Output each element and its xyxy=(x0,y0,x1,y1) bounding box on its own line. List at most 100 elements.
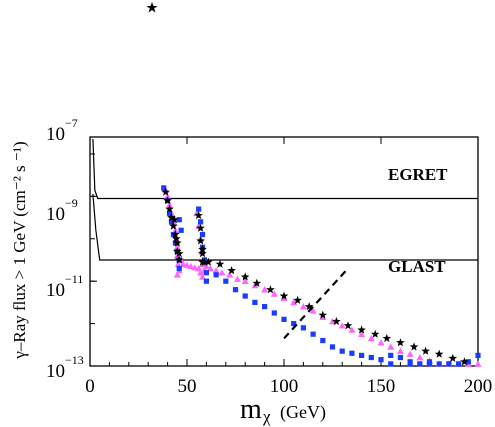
data-point-star xyxy=(198,244,207,253)
data-point-square xyxy=(168,219,175,225)
data-point-star xyxy=(173,238,182,247)
stray-star-marker xyxy=(146,2,158,13)
data-point-square xyxy=(329,344,336,350)
x-tick-label: 50 xyxy=(178,376,197,397)
glast-sensitivity-line xyxy=(92,193,478,261)
data-point-square xyxy=(436,361,442,367)
data-point-star xyxy=(357,325,366,334)
data-point-star xyxy=(240,272,250,281)
x-tick-label: 0 xyxy=(85,376,95,397)
y-tick-label: 10−7 xyxy=(46,116,78,145)
data-point-triangle xyxy=(367,334,375,342)
data-point-square xyxy=(281,316,287,322)
data-point-star xyxy=(196,223,205,232)
data-point-star xyxy=(370,329,380,338)
data-point-triangle xyxy=(226,271,234,278)
data-point-square xyxy=(203,278,209,284)
data-point-square xyxy=(242,293,248,299)
data-point-triangle xyxy=(329,317,336,325)
data-point-square xyxy=(388,361,394,367)
data-point-triangle xyxy=(212,267,220,274)
data-point-square xyxy=(178,227,184,233)
data-point-triangle xyxy=(309,307,317,314)
y-tick-label: 10−11 xyxy=(46,272,83,301)
data-point-star xyxy=(165,204,174,213)
data-point-triangle xyxy=(416,354,424,361)
data-point-triangle xyxy=(406,350,414,357)
data-point-square xyxy=(320,337,326,344)
data-point-star xyxy=(171,230,180,239)
data-point-square xyxy=(197,219,204,225)
x-tick-label: 100 xyxy=(270,376,299,397)
data-point-star xyxy=(382,333,392,343)
x-axis-subscript: χ xyxy=(262,407,271,426)
data-point-star xyxy=(169,221,178,230)
scatter-points xyxy=(161,185,482,367)
data-point-star xyxy=(448,353,458,362)
glast-label: GLAST xyxy=(388,257,446,276)
data-point-star xyxy=(332,317,341,326)
data-point-star xyxy=(318,310,328,319)
data-point-square xyxy=(300,325,306,331)
data-point-square xyxy=(223,278,229,284)
data-point-triangle xyxy=(241,277,249,284)
data-point-star xyxy=(194,211,203,220)
data-point-triangle xyxy=(206,264,214,272)
data-point-triangle xyxy=(233,275,241,282)
y-axis-label: γ–Ray flux > 1 GeV (cm⁻² s ⁻¹) xyxy=(10,141,29,359)
data-point-square xyxy=(417,361,423,367)
data-point-triangle xyxy=(199,273,207,280)
data-point-triangle xyxy=(474,360,482,367)
data-point-triangle xyxy=(348,326,356,333)
data-point-triangle xyxy=(387,343,395,350)
data-point-star xyxy=(198,257,207,266)
data-point-square xyxy=(465,359,471,365)
data-point-triangle xyxy=(290,298,298,306)
data-point-triangle xyxy=(187,262,195,270)
data-point-square xyxy=(176,265,182,272)
data-point-square xyxy=(446,361,452,367)
data-point-square xyxy=(291,320,297,327)
data-point-star xyxy=(460,357,469,366)
data-point-triangle xyxy=(261,286,269,293)
data-point-star xyxy=(252,278,262,287)
data-point-triangle xyxy=(358,330,366,337)
data-point-star xyxy=(215,259,225,268)
data-point-triangle xyxy=(202,262,210,270)
egret-sensitivity-line xyxy=(92,138,478,200)
data-point-star xyxy=(227,266,236,275)
data-point-star xyxy=(343,321,353,330)
data-point-square xyxy=(161,185,167,191)
data-point-square xyxy=(232,287,239,293)
data-point-square xyxy=(349,350,355,356)
data-point-triangle xyxy=(166,201,174,208)
data-point-square xyxy=(407,361,413,367)
x-axis-label: m χ (GeV) xyxy=(240,394,326,426)
data-point-triangle xyxy=(183,261,191,268)
data-point-square xyxy=(196,206,202,212)
data-point-square xyxy=(166,210,173,216)
data-point-star xyxy=(279,291,289,300)
data-point-star xyxy=(172,234,181,243)
data-point-triangle xyxy=(338,322,346,329)
data-point-triangle xyxy=(171,226,179,234)
y-tick-labels: 10−7 10−9 10−11 10−13 xyxy=(46,116,84,382)
data-point-square xyxy=(388,352,394,358)
data-point-triangle xyxy=(270,290,278,297)
data-point-triangle xyxy=(218,269,226,276)
x-axis-unit: (GeV) xyxy=(280,402,326,423)
data-point-square xyxy=(426,361,433,367)
data-point-triangle xyxy=(173,271,181,278)
data-point-star xyxy=(434,349,444,358)
data-point-square xyxy=(339,348,345,354)
data-point-star xyxy=(196,236,205,245)
sensitivity-curves xyxy=(92,138,478,261)
data-point-square xyxy=(199,231,206,238)
data-point-square xyxy=(262,304,268,310)
data-point-square xyxy=(252,299,258,305)
data-point-triangle xyxy=(164,192,172,200)
x-tick-labels: 0 50 100 150 200 xyxy=(85,376,492,397)
data-point-star xyxy=(396,338,405,347)
data-point-square xyxy=(475,352,481,358)
